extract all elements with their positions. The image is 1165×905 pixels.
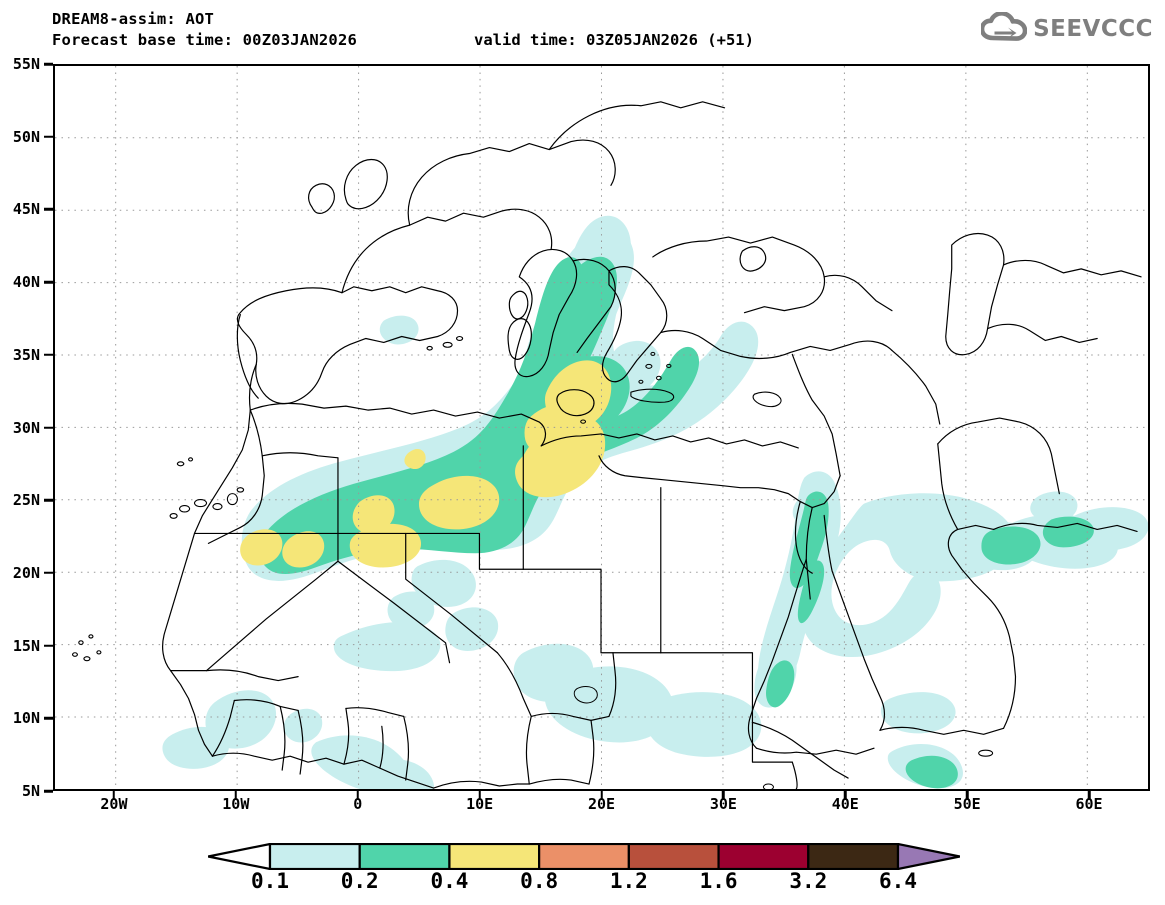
colorbar-tick-label: 0.8 (520, 869, 559, 893)
y-axis-tick (44, 135, 53, 138)
y-axis-tick (44, 571, 53, 575)
y-axis-tick-label: 20N (12, 563, 40, 582)
colorbar-tick-label: 6.4 (879, 869, 917, 893)
x-axis-tick (234, 791, 238, 800)
y-axis-tick (44, 644, 53, 647)
y-axis-tick-label: 50N (12, 127, 40, 146)
colorbar-tick-label: 3.2 (789, 869, 828, 893)
colorbar-swatch (268, 843, 361, 870)
x-axis-tick (844, 791, 847, 800)
y-axis-tick-label: 45N (12, 200, 40, 219)
forecast-base-time-label: Forecast base time: 00Z03JAN2026 (52, 31, 358, 49)
x-axis-tick-label: 10W (222, 795, 250, 813)
colorbar-tick-labels: 0.1 0.2 0.4 0.8 1.2 1.6 3.2 6.4 (0, 869, 1165, 901)
x-axis-tick-label: 20W (100, 795, 128, 813)
x-axis-tick-label: 30E (709, 795, 737, 813)
x-axis-tick (600, 791, 603, 800)
valid-time-label: valid time: 03Z05JAN2026 (+51) (474, 31, 754, 49)
colorbar-swatch (448, 843, 541, 870)
y-axis-tick-label: 40N (12, 273, 40, 292)
colorbar-swatch (717, 843, 810, 870)
colorbar-tick-label: 0.1 (251, 869, 289, 893)
colorbar-swatch (358, 843, 451, 870)
y-axis-tick-label: 30N (12, 418, 40, 437)
logo-text: SEEVCCC (1033, 16, 1153, 42)
aot-map (55, 66, 1148, 789)
y-axis-tick (44, 426, 53, 429)
colorbar (208, 843, 960, 870)
colorbar-tick-label: 0.4 (430, 869, 469, 893)
colorbar-swatch (627, 843, 720, 870)
y-axis-tick (44, 208, 53, 211)
colorbar-tick-label: 1.2 (609, 869, 648, 893)
colorbar-tick-label: 1.6 (699, 869, 738, 893)
x-axis-tick (112, 791, 116, 800)
y-axis-tick (44, 789, 53, 793)
y-axis-tick (44, 280, 53, 284)
y-axis-tick (44, 62, 53, 66)
x-axis-tick-label: 20E (587, 795, 616, 813)
y-axis-tick-label: 25N (12, 491, 40, 510)
y-axis-tick-label: 10N (12, 709, 40, 728)
y-axis-tick (44, 353, 53, 357)
plot-frame (53, 64, 1150, 791)
colorbar-swatch (807, 843, 900, 870)
colorbar-over-wedge (896, 843, 960, 870)
y-axis-tick (44, 498, 53, 502)
x-axis-tick-label: 10E (466, 795, 494, 813)
x-axis-tick (478, 791, 481, 800)
x-axis-tick-label: 0 (353, 795, 363, 813)
y-axis-tick-label: 5N (21, 782, 40, 800)
x-axis-tick-label: 40E (831, 795, 859, 813)
x-axis-tick-label: 50E (953, 795, 981, 813)
map-plot-area (53, 64, 1150, 791)
colorbar-swatches (208, 843, 960, 870)
colorbar-tick-label: 0.2 (340, 869, 379, 893)
y-axis-tick (44, 717, 53, 720)
x-axis-tick-label: 60E (1075, 795, 1103, 813)
cloud-icon (979, 11, 1028, 46)
map-coastlines (72, 101, 1142, 789)
x-axis-tick (1087, 791, 1091, 800)
page-title: DREAM8-assim: AOT (52, 10, 215, 28)
colorbar-under-wedge (208, 843, 272, 870)
y-axis-tick-label: 35N (12, 345, 40, 364)
x-axis-tick (356, 791, 359, 800)
colorbar-swatch (538, 843, 630, 870)
x-axis-tick (722, 791, 725, 800)
chart-header: DREAM8-assim: AOT Forecast base time: 00… (0, 0, 1165, 60)
aot-contour-field (162, 215, 1148, 789)
seevccc-logo: SEEVCCC (979, 11, 1153, 46)
x-axis-tick (965, 791, 969, 800)
y-axis-tick-label: 15N (12, 636, 40, 655)
